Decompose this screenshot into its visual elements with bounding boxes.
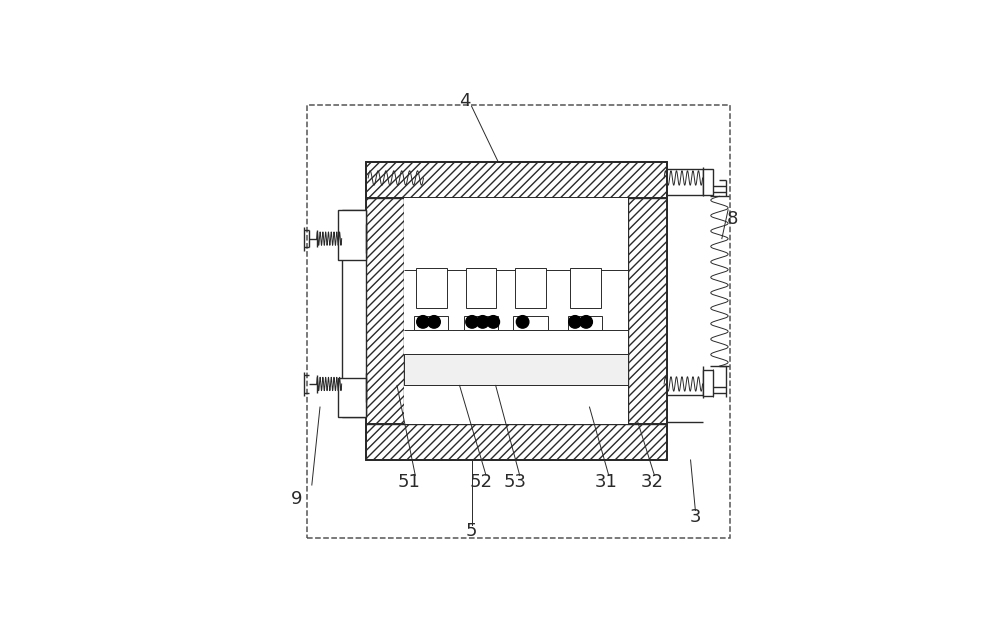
Circle shape: [487, 316, 500, 328]
Text: 53: 53: [503, 472, 526, 491]
Text: 4: 4: [459, 92, 470, 111]
Bar: [703, 169, 713, 195]
Text: 9: 9: [291, 489, 303, 508]
Bar: [464, 316, 498, 330]
Text: 51: 51: [398, 472, 420, 491]
Text: 3: 3: [690, 508, 701, 526]
Bar: [570, 268, 601, 308]
Bar: [404, 198, 628, 424]
Bar: [307, 105, 730, 538]
Bar: [342, 210, 366, 417]
Circle shape: [466, 316, 478, 328]
Bar: [568, 316, 602, 330]
Circle shape: [428, 316, 440, 328]
Bar: [404, 354, 628, 386]
Text: 32: 32: [641, 472, 664, 491]
Circle shape: [580, 316, 592, 328]
Text: 52: 52: [470, 472, 493, 491]
Bar: [416, 268, 447, 308]
Text: 8: 8: [727, 211, 739, 228]
Bar: [338, 378, 366, 417]
Circle shape: [516, 316, 529, 328]
Bar: [515, 268, 546, 308]
Text: 31: 31: [595, 472, 618, 491]
Bar: [366, 198, 666, 424]
Bar: [366, 162, 666, 198]
Bar: [513, 316, 548, 330]
Bar: [366, 424, 666, 460]
Circle shape: [417, 316, 429, 328]
Bar: [466, 268, 496, 308]
Bar: [338, 210, 366, 260]
Circle shape: [569, 316, 581, 328]
Text: 5: 5: [466, 522, 477, 540]
Bar: [414, 316, 448, 330]
Circle shape: [476, 316, 489, 328]
Bar: [703, 370, 713, 396]
